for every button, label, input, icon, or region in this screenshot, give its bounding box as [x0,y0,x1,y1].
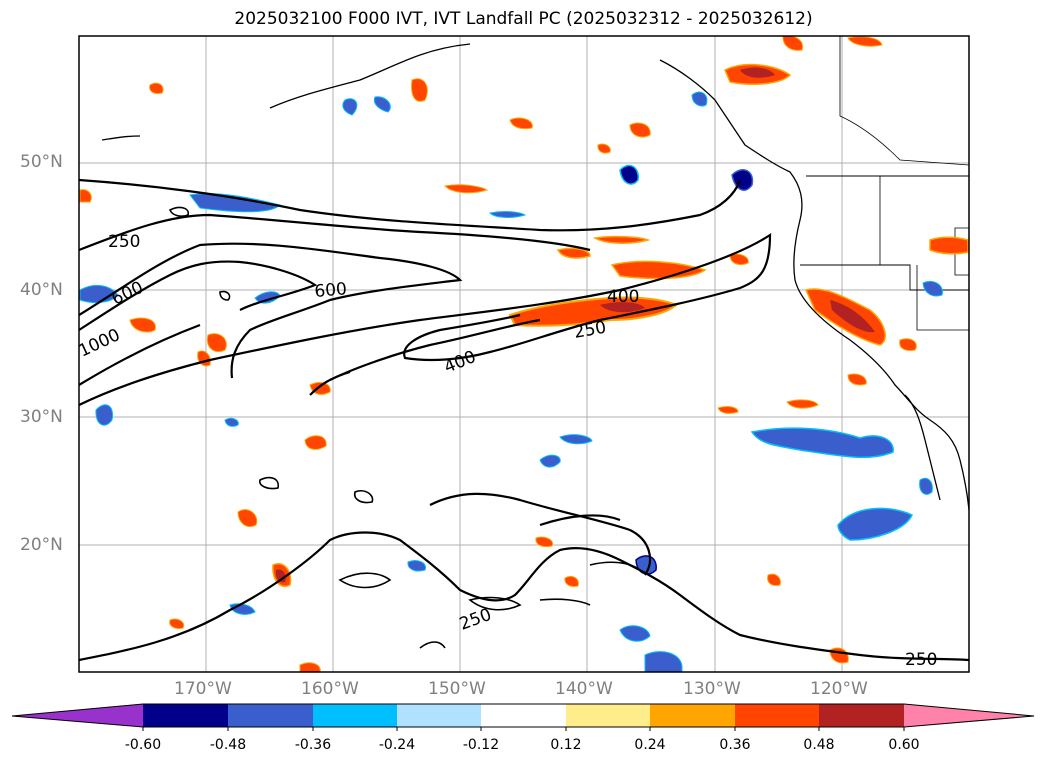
lon-label: 140°W [555,679,613,699]
colorbar-tick-label: 0.48 [803,737,835,753]
lon-label: 170°W [174,679,232,699]
colorbar-tick-label: 0.60 [888,737,920,753]
lon-label: 130°W [683,679,741,699]
colorbar-tick-label: 0.36 [719,737,751,753]
positive-pc-patches [79,36,969,672]
negative-pc-patches [79,91,943,672]
contour-label: 600 [314,279,348,302]
map-title: 2025032100 F000 IVT, IVT Landfall PC (20… [234,9,813,29]
colorbar-tick-label: -0.24 [378,737,416,753]
colorbar-tick-label: -0.36 [294,737,332,753]
colorbar [11,703,1035,731]
colorbar-tick-label: 0.24 [634,737,666,753]
colorbar-tick-label: 0.12 [550,737,582,753]
colorbar-tick-label: -0.60 [124,737,162,753]
lat-label: 20°N [20,535,63,555]
lat-label: 30°N [20,407,63,427]
contour-label: 400 [607,287,639,307]
contour-label: 250 [905,650,937,670]
plot-area [79,36,969,672]
lat-label: 50°N [20,152,63,172]
lon-label: 150°W [428,679,486,699]
colorbar-tick-label: -0.12 [462,737,500,753]
lon-label: 160°W [301,679,359,699]
colorbar-tick-label: -0.48 [209,737,247,753]
lon-label: 120°W [810,679,868,699]
ivt-contours [79,178,969,662]
plot-frame [78,35,970,673]
gridlines [79,36,969,672]
contour-label: 250 [108,232,140,252]
lat-label: 40°N [20,280,63,300]
